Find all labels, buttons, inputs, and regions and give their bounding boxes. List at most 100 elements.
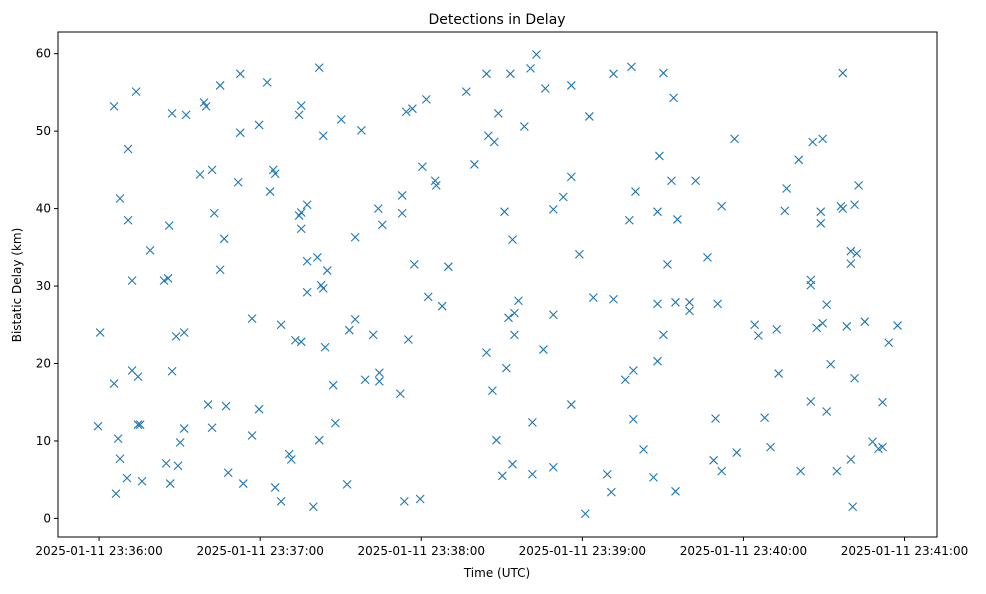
data-point — [878, 442, 887, 452]
data-point — [526, 64, 535, 73]
data-point — [750, 320, 760, 330]
data-point — [812, 323, 822, 333]
data-point — [219, 234, 229, 244]
data-point — [109, 379, 119, 389]
x-tick-label: 2025-01-11 23:41:00 — [841, 544, 968, 558]
data-point — [816, 207, 826, 217]
data-point — [489, 137, 499, 147]
data-point — [609, 294, 618, 304]
data-point — [492, 435, 501, 445]
data-point — [115, 454, 125, 464]
data-point — [602, 469, 612, 479]
data-point — [850, 200, 859, 210]
data-point — [628, 366, 638, 375]
data-point — [816, 218, 826, 228]
data-point — [209, 208, 219, 218]
data-point — [356, 125, 366, 135]
data-point — [548, 310, 558, 320]
data-point — [852, 249, 862, 258]
data-point — [164, 221, 174, 231]
data-point — [167, 366, 177, 376]
data-point — [659, 330, 668, 340]
plot-area — [57, 31, 938, 538]
data-point — [215, 81, 225, 90]
data-point — [135, 420, 145, 430]
data-point — [123, 215, 133, 225]
data-point — [302, 200, 312, 210]
data-point — [653, 356, 662, 366]
data-point — [330, 418, 340, 428]
data-point — [296, 337, 306, 347]
data-point — [627, 62, 636, 72]
data-point — [669, 93, 679, 103]
data-point — [566, 400, 576, 409]
data-point — [808, 137, 818, 147]
data-point — [113, 434, 123, 444]
data-point — [294, 110, 304, 120]
data-point — [93, 421, 103, 431]
data-point — [360, 375, 370, 385]
data-point — [314, 435, 324, 445]
data-point — [709, 455, 719, 465]
data-point — [395, 389, 405, 399]
data-point — [510, 308, 519, 318]
data-point — [774, 369, 783, 378]
data-point — [286, 455, 296, 464]
data-point — [368, 330, 378, 340]
data-point — [165, 479, 175, 488]
data-point — [122, 473, 132, 483]
data-point — [842, 321, 852, 331]
data-point — [133, 372, 143, 382]
data-point — [620, 375, 630, 385]
data-point — [175, 438, 185, 447]
data-point — [639, 445, 648, 454]
data-point — [173, 461, 183, 471]
y-tick-label: 60 — [36, 47, 51, 61]
data-point — [195, 170, 205, 179]
data-point — [145, 246, 155, 255]
data-point — [161, 459, 171, 468]
x-tick-label: 2025-01-11 23:37:00 — [196, 544, 323, 558]
data-point — [133, 420, 143, 430]
data-point — [713, 299, 723, 309]
data-point — [566, 172, 576, 182]
y-axis-label: Bistatic Delay (km) — [10, 228, 24, 343]
data-point — [766, 442, 775, 452]
data-point — [314, 63, 324, 73]
x-tick-label: 2025-01-11 23:36:00 — [35, 544, 162, 558]
data-point — [284, 449, 294, 459]
data-point — [296, 224, 306, 234]
data-point — [822, 300, 832, 310]
data-point — [262, 77, 272, 87]
data-point — [401, 107, 411, 117]
data-point — [443, 262, 453, 272]
x-tick-label: 2025-01-11 23:40:00 — [680, 544, 807, 558]
y-tick-label: 40 — [36, 202, 51, 216]
data-point — [207, 423, 217, 433]
data-point — [580, 509, 590, 519]
data-point — [312, 253, 322, 262]
data-point — [171, 332, 181, 341]
data-point — [730, 134, 739, 144]
data-point — [109, 101, 119, 111]
data-point — [671, 486, 680, 496]
data-point — [318, 283, 328, 293]
x-axis: 2025-01-11 23:36:00 2025-01-11 23:37:00 20… — [35, 537, 968, 558]
x-tick-label: 2025-01-11 23:39:00 — [519, 544, 646, 558]
data-point — [846, 259, 856, 268]
data-point — [163, 273, 173, 283]
data-point — [235, 128, 245, 138]
data-point — [685, 297, 694, 307]
data-point — [336, 115, 346, 124]
data-point — [296, 208, 306, 217]
data-point — [308, 502, 318, 512]
data-point — [850, 373, 859, 383]
data-points — [93, 50, 902, 519]
data-point — [233, 177, 243, 187]
data-point — [235, 69, 245, 79]
data-point — [846, 455, 856, 464]
data-point — [818, 134, 828, 144]
data-point — [238, 479, 248, 488]
data-point — [540, 84, 550, 93]
chart-title: Detections in Delay — [428, 12, 565, 28]
